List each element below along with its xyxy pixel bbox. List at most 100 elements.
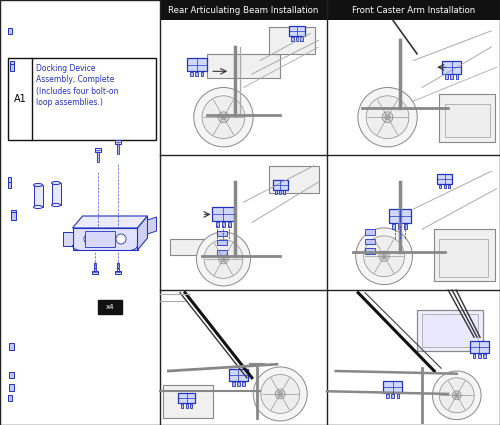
Bar [10,371,14,378]
Circle shape [432,371,481,419]
Bar [365,248,376,254]
Bar [116,140,120,144]
Polygon shape [72,216,148,228]
Polygon shape [72,228,138,250]
Bar [196,72,198,76]
Ellipse shape [52,204,60,207]
Bar [384,381,402,393]
Circle shape [221,114,226,120]
Bar [242,382,245,386]
Bar [217,249,227,255]
Bar [228,222,231,227]
Circle shape [253,367,307,421]
Circle shape [356,228,412,285]
Bar [292,37,294,40]
Bar [222,222,225,227]
Bar [450,74,453,79]
Ellipse shape [52,181,60,184]
Polygon shape [148,217,156,234]
Bar [160,0,500,20]
Bar [8,395,12,401]
Circle shape [221,257,226,261]
Bar [272,180,288,190]
Circle shape [204,240,243,278]
Circle shape [194,88,253,147]
Bar [96,152,100,162]
Bar [201,72,203,76]
Circle shape [366,96,409,139]
Bar [52,183,60,205]
Bar [388,209,410,223]
Polygon shape [62,232,72,246]
Bar [386,394,389,398]
Bar [186,404,188,408]
Bar [445,74,448,79]
Bar [190,404,192,408]
Bar [470,341,488,353]
Bar [115,271,121,275]
Bar [92,271,98,275]
Text: Front Caster Arm Installation: Front Caster Arm Installation [352,6,475,14]
Bar [417,310,482,351]
Bar [296,37,298,40]
Bar [284,190,286,194]
Bar [207,54,280,78]
Bar [398,224,401,229]
Bar [448,185,450,188]
Bar [212,207,234,221]
Bar [483,354,486,358]
Text: x4: x4 [106,304,114,310]
Circle shape [278,391,282,397]
Bar [456,74,458,79]
Bar [85,231,115,247]
Bar [116,263,119,271]
Bar [392,224,395,229]
Bar [98,300,122,314]
Circle shape [452,391,461,399]
Bar [442,61,462,74]
Circle shape [84,234,94,244]
Bar [473,354,476,358]
Text: Rear Articulating Beam Installation: Rear Articulating Beam Installation [168,6,318,14]
Bar [237,382,240,386]
Text: A1: A1 [14,94,26,104]
Circle shape [385,114,390,120]
Circle shape [382,254,386,259]
Circle shape [379,251,389,261]
Circle shape [116,234,126,244]
Bar [217,231,227,236]
Bar [10,343,14,350]
Polygon shape [138,216,147,250]
Bar [116,144,119,154]
Circle shape [196,232,250,286]
Bar [8,176,11,182]
Bar [288,26,305,36]
Bar [392,394,394,398]
Bar [34,185,42,207]
Bar [440,94,495,142]
Bar [217,240,227,246]
Bar [170,239,234,255]
Bar [444,104,490,137]
Bar [437,174,452,184]
Bar [275,190,277,194]
Text: Docking Device
Assembly, Complete
(Includes four bolt-on
loop assemblies.): Docking Device Assembly, Complete (Inclu… [36,64,118,108]
Circle shape [382,112,393,122]
Bar [187,58,206,71]
Circle shape [276,389,285,399]
Bar [178,393,195,403]
Circle shape [454,393,459,397]
Bar [444,185,446,188]
Circle shape [440,378,474,413]
Bar [8,58,156,140]
Bar [279,190,281,194]
Bar [396,394,399,398]
Bar [8,182,11,187]
Bar [10,64,14,71]
Bar [216,222,219,227]
Circle shape [364,236,405,277]
Bar [164,385,214,418]
Bar [365,239,376,244]
Bar [268,166,318,193]
Bar [11,210,16,218]
